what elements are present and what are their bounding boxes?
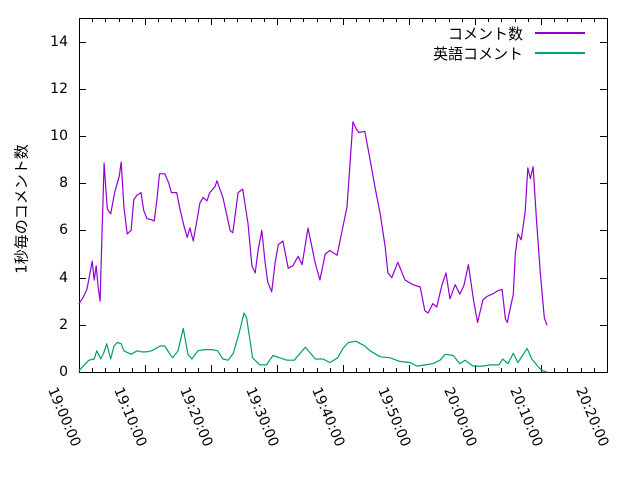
plot-border	[79, 18, 608, 373]
y-tick-label: 12	[50, 80, 68, 97]
legend: コメント数 英語コメント	[433, 23, 585, 63]
y-tick-label: 2	[59, 316, 68, 333]
legend-label-comments: コメント数	[447, 24, 523, 43]
series-line-comments	[78, 121, 548, 326]
legend-entry-comments: コメント数	[433, 23, 585, 43]
y-axis-title: 1秒毎のコメント数	[12, 144, 31, 274]
legend-entry-english-comments: 英語コメント	[433, 43, 585, 63]
legend-line-sample-english-comments	[535, 52, 585, 54]
legend-line-sample-comments	[535, 32, 585, 34]
legend-label-english-comments: 英語コメント	[432, 44, 523, 63]
y-tick-label: 6	[59, 222, 68, 239]
y-tick-label: 14	[50, 33, 68, 50]
y-tick-label: 0	[59, 364, 68, 380]
y-tick-label: 10	[50, 128, 68, 144]
y-tick-label: 8	[59, 175, 68, 192]
y-tick-label: 4	[59, 269, 68, 286]
series-line-english-comments	[78, 312, 548, 373]
